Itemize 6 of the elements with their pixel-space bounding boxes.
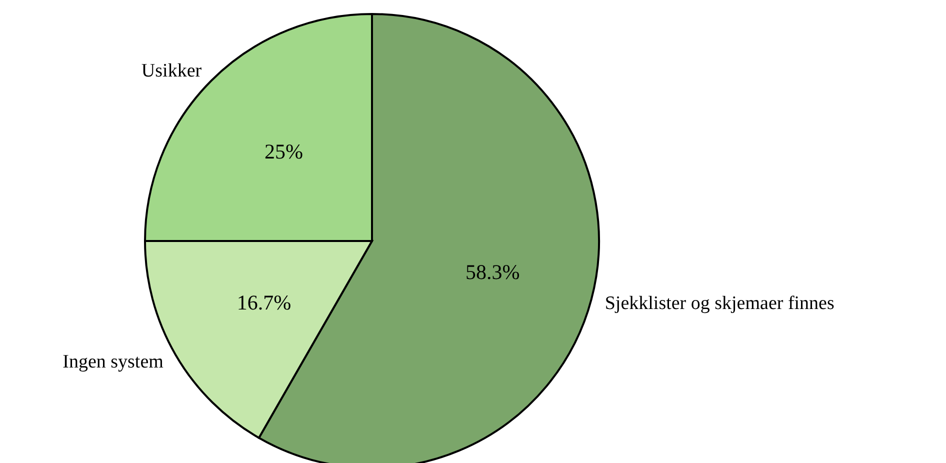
- slice-label: Usikker: [141, 60, 202, 82]
- slice-label: Sjekklister og skjemaer finnes: [604, 293, 834, 314]
- slice-label: Ingen system: [62, 352, 164, 373]
- data-label: 16.7%: [236, 290, 292, 315]
- data-label: 58.3%: [466, 260, 520, 284]
- data-label: 25%: [264, 140, 303, 164]
